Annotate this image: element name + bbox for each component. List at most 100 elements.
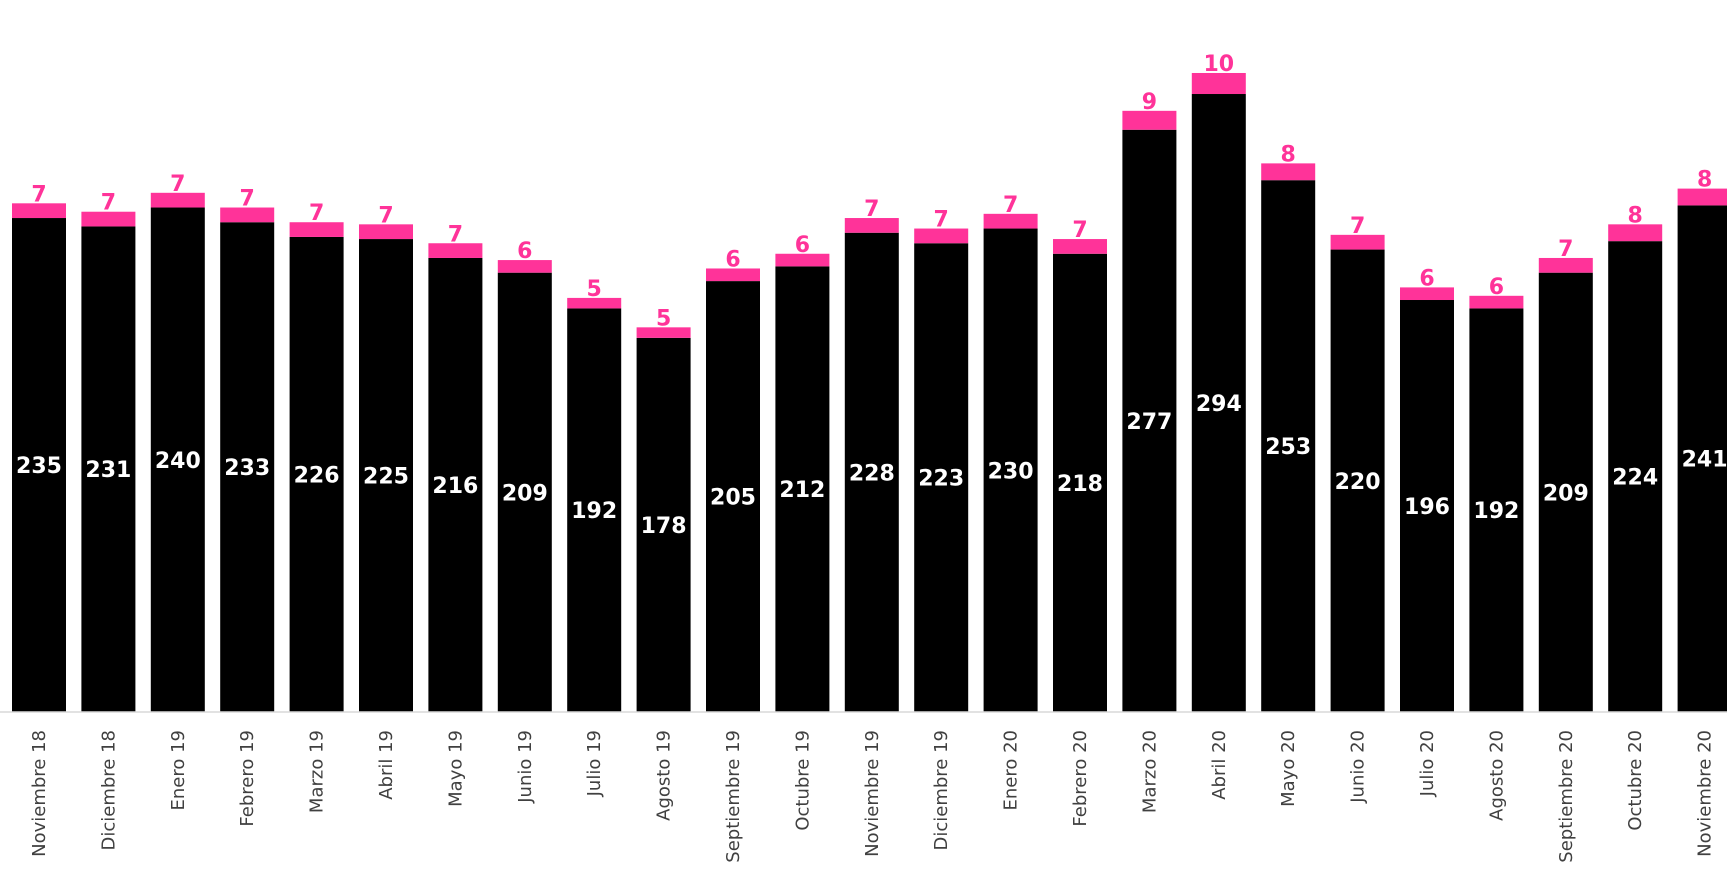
- bar-segment-main: [1677, 205, 1727, 712]
- value-labels-group: 235 7 231 7 240 7 233 7 226 7 225 7 216 7 209 6 192 5 178 5…: [16, 52, 1727, 539]
- data-label-top: 8: [1628, 203, 1643, 228]
- x-tick-label: Mayo 20: [1278, 730, 1299, 807]
- bar-segment-top: [428, 243, 483, 258]
- x-tick-label: Enero 20: [1001, 730, 1022, 811]
- data-label-main: 205: [710, 486, 756, 511]
- x-tick-label: Noviembre 19: [862, 730, 883, 857]
- bar-segment-main: [12, 218, 66, 712]
- data-label-top: 7: [309, 201, 324, 226]
- x-tick-label: Marzo 20: [1139, 730, 1160, 813]
- data-label-main: 231: [85, 458, 131, 483]
- data-label-main: 220: [1335, 470, 1381, 495]
- bar-segment-main: [428, 257, 483, 712]
- x-tick-label: Abril 20: [1209, 730, 1230, 800]
- bar-segment-top: [1608, 224, 1663, 242]
- bar-segment-main: [1122, 129, 1177, 713]
- bar-segment-top: [289, 222, 344, 237]
- data-label-main: 209: [1543, 481, 1589, 506]
- x-tick-label: Septiembre 19: [723, 730, 744, 863]
- bar-segment-top: [1469, 295, 1524, 309]
- data-label-main: 233: [224, 456, 270, 481]
- bars-group: [12, 72, 1727, 713]
- bar-segment-top: [220, 207, 275, 223]
- bar-segment-top: [1191, 72, 1246, 95]
- data-label-top: 7: [101, 191, 116, 216]
- data-label-main: 216: [432, 474, 478, 499]
- bar-segment-top: [983, 213, 1038, 229]
- data-label-top: 6: [1419, 266, 1434, 291]
- data-label-top: 7: [1558, 237, 1573, 262]
- bar-segment-main: [220, 222, 275, 712]
- x-tick-label: Julio 19: [584, 730, 605, 797]
- bar-segment-main: [1538, 272, 1593, 712]
- bar-segment-top: [1261, 163, 1316, 181]
- data-label-top: 6: [725, 247, 740, 272]
- bar-segment-top: [81, 211, 136, 227]
- bar-segment-main: [914, 243, 969, 712]
- x-tick-label: Febrero 20: [1070, 730, 1091, 827]
- data-label-top: 7: [448, 222, 463, 247]
- bar-segment-main: [150, 207, 205, 712]
- bar-segment-main: [1330, 249, 1385, 712]
- x-tick-label: Noviembre 20: [1695, 730, 1716, 857]
- x-tick-label: Febrero 19: [237, 730, 258, 827]
- data-label-top: 7: [31, 182, 46, 207]
- bar-segment-main: [636, 337, 691, 712]
- x-tick-label: Junio 19: [515, 730, 536, 804]
- bar-segment-top: [1677, 188, 1727, 206]
- bar-segment-main: [983, 228, 1038, 713]
- data-label-main: 228: [849, 461, 895, 486]
- x-tick-label: Diciembre 19: [931, 730, 952, 851]
- data-label-main: 230: [988, 459, 1034, 484]
- data-label-main: 241: [1682, 448, 1727, 473]
- bar-segment-main: [81, 226, 136, 713]
- bar-segment-main: [1053, 253, 1107, 712]
- bar-segment-top: [150, 192, 205, 208]
- data-label-top: 8: [1697, 168, 1712, 193]
- x-tick-label: Noviembre 18: [29, 730, 50, 857]
- x-tick-label: Diciembre 18: [98, 730, 119, 851]
- x-tick-label: Septiembre 20: [1556, 730, 1577, 863]
- x-tick-label: Julio 20: [1417, 730, 1438, 797]
- data-label-main: 218: [1057, 472, 1103, 497]
- bar-segment-main: [1191, 94, 1246, 712]
- bar-segment-top: [1538, 257, 1593, 273]
- bar-segment-top: [359, 224, 413, 240]
- x-tick-label: Enero 19: [168, 730, 189, 811]
- x-tick-label: Abril 19: [376, 730, 397, 800]
- data-label-top: 7: [378, 203, 393, 228]
- data-label-main: 235: [16, 454, 62, 479]
- bar-segment-main: [1261, 180, 1316, 713]
- data-label-main: 225: [363, 465, 409, 490]
- bar-segment-top: [1122, 110, 1177, 130]
- bar-segment-top: [12, 203, 66, 219]
- data-label-main: 212: [779, 478, 825, 503]
- x-tick-label: Marzo 19: [307, 730, 328, 813]
- x-tick-label: Octubre 20: [1625, 730, 1646, 831]
- data-label-main: 240: [155, 449, 201, 474]
- x-tick-label: Octubre 19: [792, 730, 813, 831]
- data-label-top: 7: [1003, 193, 1018, 218]
- data-label-top: 7: [170, 172, 185, 197]
- x-tick-label: Agosto 20: [1486, 730, 1507, 821]
- data-label-main: 192: [571, 499, 617, 524]
- data-label-main: 223: [918, 467, 964, 492]
- data-label-top: 6: [795, 233, 810, 258]
- data-label-main: 224: [1612, 466, 1658, 491]
- data-label-top: 7: [240, 187, 255, 212]
- bar-segment-main: [775, 266, 830, 712]
- bar-segment-top: [1053, 239, 1107, 254]
- bar-segment-top: [1330, 234, 1385, 250]
- data-label-main: 226: [294, 463, 340, 488]
- data-label-top: 9: [1142, 90, 1157, 115]
- x-tick-label: Agosto 19: [654, 730, 675, 821]
- bar-segment-main: [497, 272, 552, 712]
- bar-segment-top: [914, 228, 969, 244]
- bar-segment-main: [1400, 300, 1454, 712]
- bar-segment-main: [1608, 241, 1663, 713]
- data-label-top: 7: [1072, 218, 1087, 243]
- bar-segment-main: [567, 308, 622, 712]
- data-label-main: 178: [641, 514, 687, 539]
- data-label-main: 196: [1404, 495, 1450, 520]
- bar-segment-top: [706, 268, 760, 282]
